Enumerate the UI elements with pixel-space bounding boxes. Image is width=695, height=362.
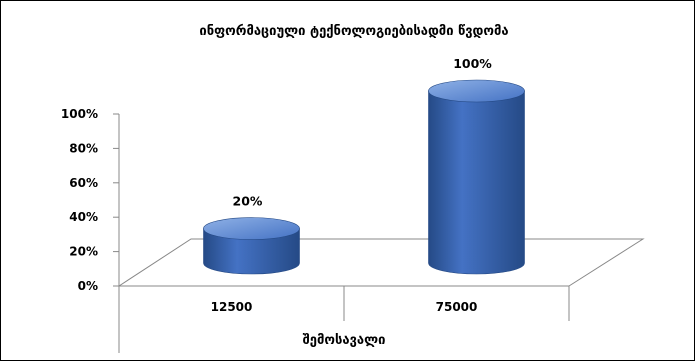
x-tick-label: 12500 xyxy=(211,300,253,314)
x-tick-label: 75000 xyxy=(436,300,478,314)
data-label: 20% xyxy=(233,194,263,209)
y-tick-label: 80% xyxy=(69,141,98,155)
x-axis-label: შემოსავალი xyxy=(303,333,386,348)
chart-bars xyxy=(203,79,525,275)
y-axis-ticks: 0% 20% 40% 60% 80% 100% xyxy=(61,107,119,293)
bar-body xyxy=(428,90,525,275)
y-tick-label: 60% xyxy=(69,176,98,190)
data-label: 100% xyxy=(453,56,492,71)
bar-body xyxy=(203,228,300,275)
y-tick-label: 0% xyxy=(78,279,98,293)
y-tick-label: 40% xyxy=(69,210,98,224)
x-axis-ticks: 12500 75000 xyxy=(211,300,478,314)
bar-top xyxy=(203,217,300,240)
y-tick-label: 20% xyxy=(69,245,98,259)
y-tick-label: 100% xyxy=(61,107,98,121)
bar-75000 xyxy=(428,79,525,275)
chart-title: ინფორმაციული ტექნოლოგიებისადმი წვდომა xyxy=(199,24,508,39)
chart-floor xyxy=(118,238,645,287)
data-labels: 20% 100% xyxy=(233,56,493,209)
bar-top xyxy=(428,79,525,103)
bar-12500 xyxy=(203,217,300,275)
